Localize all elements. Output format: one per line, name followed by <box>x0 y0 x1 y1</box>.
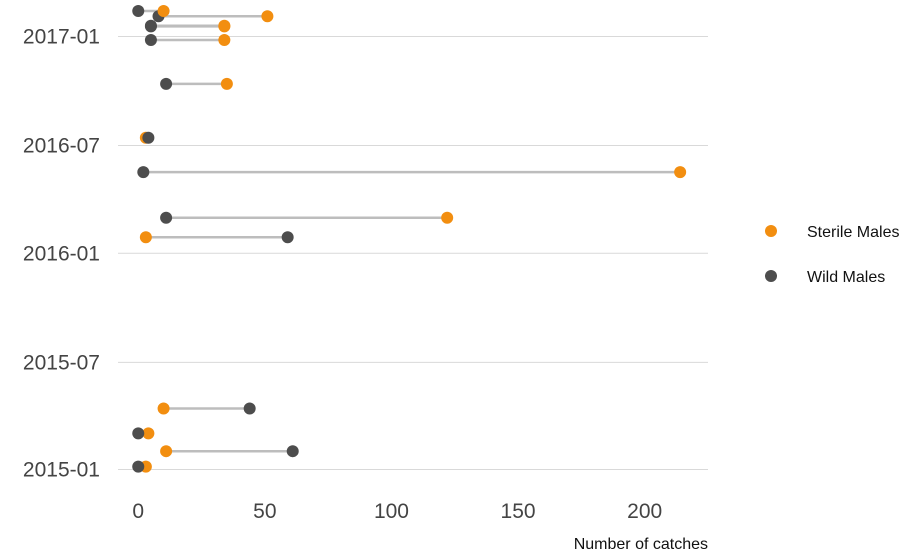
point-wild <box>132 427 145 440</box>
point-sterile <box>220 77 233 90</box>
legend-label-sterile: Sterile Males <box>807 224 899 241</box>
point-wild <box>160 211 173 224</box>
x-axis: 0 50 100 150 200 <box>132 500 662 523</box>
y-tick-label: 2017-01 <box>23 25 100 48</box>
legend: Sterile Males Wild Males <box>765 224 899 286</box>
point-sterile <box>160 445 173 458</box>
x-tick-label: 150 <box>501 500 536 523</box>
point-sterile <box>139 231 152 244</box>
point-sterile <box>218 19 231 32</box>
point-wild <box>243 402 256 415</box>
connectors <box>138 9 681 468</box>
point-sterile <box>674 166 687 179</box>
point-wild <box>160 77 173 90</box>
y-axis: 2015-01 2015-07 2016-01 2016-07 2017-01 <box>23 25 100 481</box>
legend-marker-wild <box>765 270 777 282</box>
point-wild <box>286 445 299 458</box>
point-sterile <box>157 4 170 17</box>
y-tick-label: 2015-07 <box>23 351 100 374</box>
point-wild <box>144 33 157 46</box>
x-tick-label: 50 <box>253 500 276 523</box>
point-wild <box>144 19 157 32</box>
x-axis-title: Number of catches <box>574 536 708 553</box>
point-sterile <box>218 33 231 46</box>
y-tick-label: 2016-07 <box>23 134 100 157</box>
gridlines <box>118 35 708 471</box>
point-sterile <box>441 211 454 224</box>
point-sterile <box>157 402 170 415</box>
point-wild <box>142 131 155 144</box>
x-tick-label: 200 <box>627 500 662 523</box>
legend-marker-sterile <box>765 225 777 237</box>
point-sterile <box>261 10 274 23</box>
point-sterile <box>142 427 155 440</box>
x-tick-label: 0 <box>132 500 144 523</box>
data-points <box>132 4 687 473</box>
point-wild <box>137 166 150 179</box>
legend-label-wild: Wild Males <box>807 269 885 286</box>
y-tick-label: 2016-01 <box>23 242 100 265</box>
y-tick-label: 2015-01 <box>23 459 100 482</box>
point-wild <box>132 460 145 473</box>
point-wild <box>132 4 145 17</box>
point-wild <box>281 231 294 244</box>
x-tick-label: 100 <box>374 500 409 523</box>
